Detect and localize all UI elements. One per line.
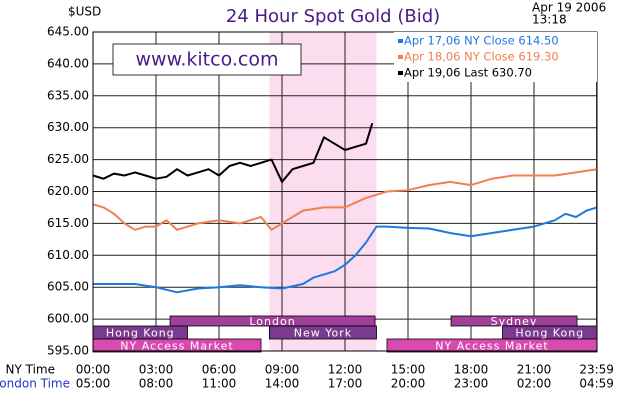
x2-tick-label: 17:00 [328,377,363,391]
y-tick-label: 640.00 [47,56,89,70]
legend-label: Apr 18,06 NY Close 619.30 [404,50,559,64]
x2-tick-label: 23:00 [454,377,489,391]
watermark-box [112,43,302,76]
market-label: London [249,315,295,328]
series-line [92,122,374,183]
x2-tick-label: 11:00 [202,377,237,391]
legend-swatch [398,55,403,59]
x2-tick-label: 02:00 [517,377,552,391]
y-tick-label: 605.00 [47,280,89,294]
y-tick-label: 600.00 [47,312,89,326]
y-tick-label: 615.00 [47,216,89,230]
legend-swatch [398,71,403,75]
market-session [268,325,377,340]
x-tick-label: 03:00 [139,363,174,377]
market-label: NY Access Market [120,340,233,353]
series-line [93,206,598,294]
x2-tick-label: 14:00 [265,377,300,391]
y-tick-label: 625.00 [47,152,89,166]
y-tick-label: 620.00 [47,184,89,198]
y-tick-label: 595.00 [47,344,89,358]
lines [92,122,598,294]
x2-tick-label: 05:00 [76,377,111,391]
y-tick-label: 630.00 [47,120,89,134]
x-tick-label: 00:00 [76,363,111,377]
legend-label: Apr 19,06 Last 630.70 [404,66,532,80]
unit-label: $USD [68,5,101,19]
x2-tick-label: 20:00 [391,377,426,391]
x-tick-label: 23:59 [579,363,614,377]
x-tick-label: 09:00 [265,363,300,377]
legend-swatch [398,39,403,43]
x2-tick-label: 08:00 [139,377,174,391]
x-tick-label: 21:00 [517,363,552,377]
y-tick-label: 645.00 [47,25,89,39]
x-tick-label: 06:00 [202,363,237,377]
date: Apr 19 2006 [532,1,606,15]
market-label: Hong Kong [106,327,175,340]
y-tick-label: 610.00 [47,248,89,262]
market-label: NY Access Market [435,340,548,353]
x2-axis-label: London Time [0,377,70,391]
plot-border [92,31,598,352]
watermark: www.kitco.com [135,49,278,71]
y-tick-label: 635.00 [47,88,89,102]
overlay: www.kitco.com Apr 17,06 NY Close 614.50 Ap… [92,31,598,352]
legend-box [394,32,597,82]
x-tick-label: 18:00 [454,363,489,377]
time: 13:18 [532,13,567,27]
legend-label: Apr 17,06 NY Close 614.50 [404,34,559,48]
market-label: Hong Kong [515,327,584,340]
chart-title: 24 Hour Spot Gold (Bid) [226,6,440,27]
x-tick-label: 12:00 [328,363,363,377]
market-label: New York [294,327,352,340]
market-label: Sydney [491,315,538,328]
x-tick-label: 15:00 [391,363,426,377]
x2-tick-label: 04:59 [579,377,614,391]
series-line [92,168,598,231]
x-axis-label: NY Time [6,363,56,377]
